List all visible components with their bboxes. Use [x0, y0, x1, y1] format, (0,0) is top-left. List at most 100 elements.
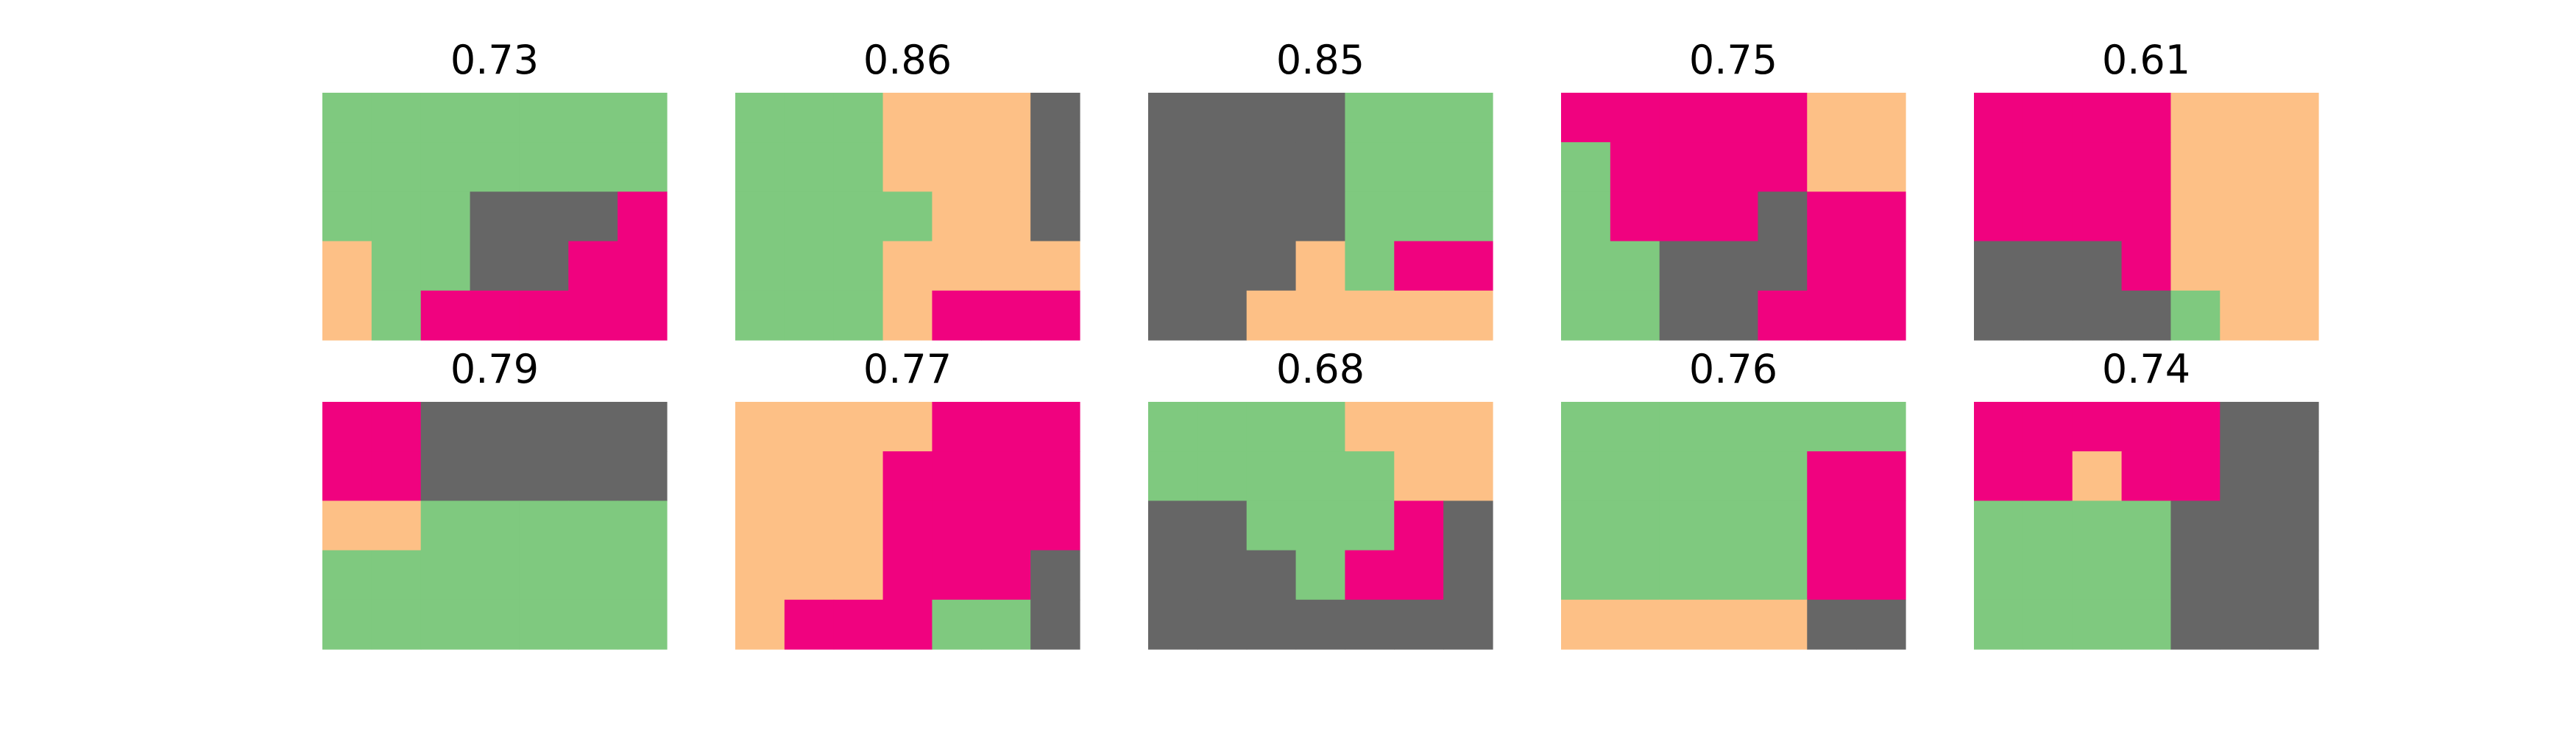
heatmap-cell: [1443, 290, 1493, 341]
heatmap-cell: [882, 142, 933, 192]
heatmap-cell: [784, 142, 835, 192]
heatmap-cell: [882, 191, 933, 242]
heatmap-cell: [735, 500, 785, 551]
heatmap-cell: [2170, 500, 2221, 551]
heatmap-cell: [1443, 402, 1493, 452]
heatmap-cell: [2121, 550, 2172, 601]
heatmap-cell: [1561, 550, 1611, 601]
heatmap-cell: [735, 599, 785, 650]
heatmap-cell: [1246, 599, 1297, 650]
heatmap-cell: [2220, 191, 2270, 242]
heatmap-cell: [1974, 599, 2024, 650]
heatmap-cell: [2121, 142, 2172, 192]
heatmap-cell: [618, 500, 668, 551]
heatmap-cell: [981, 93, 1031, 143]
heatmap-cell: [1708, 241, 1759, 291]
heatmap-cell: [1561, 599, 1611, 650]
heatmap-cell: [1758, 550, 1808, 601]
panel-title: 0.79: [450, 346, 539, 392]
heatmap-cell: [1610, 290, 1660, 341]
heatmap-cell: [2072, 191, 2123, 242]
heatmap-cell: [519, 290, 569, 341]
panel-title: 0.86: [863, 37, 952, 83]
heatmap-cell: [2269, 93, 2319, 143]
heatmap-cell: [1610, 142, 1660, 192]
heatmap-cell: [1807, 290, 1857, 341]
heatmap-cell: [882, 599, 933, 650]
heatmap-cell: [1394, 241, 1444, 291]
heatmap-cell: [618, 142, 668, 192]
heatmap-cell: [981, 241, 1031, 291]
heatmap-cell: [568, 290, 618, 341]
heatmap-cell: [420, 93, 471, 143]
heatmap-cell: [568, 500, 618, 551]
heatmap-cell: [1561, 142, 1611, 192]
heatmap-cell: [1030, 599, 1080, 650]
heatmap-cell: [1561, 451, 1611, 501]
heatmap-cell: [1443, 599, 1493, 650]
heatmap-cell: [2269, 241, 2319, 291]
heatmap-cell: [2170, 241, 2221, 291]
heatmap-cell: [833, 451, 884, 501]
heatmap-cell: [1345, 599, 1395, 650]
heatmap-cell: [1974, 290, 2024, 341]
heatmap-cell: [2170, 451, 2221, 501]
heatmap-cell: [1443, 550, 1493, 601]
heatmap-cell: [519, 599, 569, 650]
heatmap-cell: [1974, 550, 2024, 601]
heatmap-cell: [2072, 142, 2123, 192]
heatmap-cell: [1758, 500, 1808, 551]
heatmap-cell: [1659, 241, 1710, 291]
heatmap-cell: [1974, 402, 2024, 452]
heatmap-cell: [618, 241, 668, 291]
heatmap-cell: [1246, 142, 1297, 192]
heatmap-cell: [2170, 191, 2221, 242]
heatmap-cell: [1443, 451, 1493, 501]
heatmap-cell: [1197, 191, 1248, 242]
heatmap-cell: [932, 191, 982, 242]
heatmap-cell: [1295, 241, 1346, 291]
heatmap-cell: [784, 241, 835, 291]
heatmap-cell: [1295, 402, 1346, 452]
heatmap-cell: [1394, 451, 1444, 501]
heatmap-cell: [784, 402, 835, 452]
heatmap-cell: [735, 191, 785, 242]
heatmap-cell: [1030, 290, 1080, 341]
heatmap-cell: [1148, 402, 1198, 452]
heatmap-cell: [784, 191, 835, 242]
heatmap-cell: [568, 241, 618, 291]
heatmap-cell: [420, 142, 471, 192]
heatmap-cell: [1974, 93, 2024, 143]
heatmap-cell: [784, 93, 835, 143]
heatmap-cell: [2121, 599, 2172, 650]
heatmap-cell: [470, 142, 520, 192]
heatmap-cell: [1659, 451, 1710, 501]
heatmap-cell: [1758, 241, 1808, 291]
heatmap-cell: [1443, 191, 1493, 242]
heatmap-cell: [2220, 290, 2270, 341]
heatmap-cell: [1197, 451, 1248, 501]
heatmap-cell: [1758, 451, 1808, 501]
heatmap-cell: [1345, 451, 1395, 501]
heatmap-cell: [1394, 290, 1444, 341]
heatmap-cell: [2269, 451, 2319, 501]
heatmap-cell: [1197, 142, 1248, 192]
heatmap-cell: [981, 191, 1031, 242]
heatmap-cell: [618, 550, 668, 601]
heatmap-cell: [1659, 500, 1710, 551]
heatmap-cell: [981, 550, 1031, 601]
panel-9: 0.76: [1561, 346, 1906, 650]
heatmap-cell: [2170, 93, 2221, 143]
heatmap-cell: [1345, 402, 1395, 452]
heatmap-cell: [932, 290, 982, 341]
heatmap-cell: [1561, 93, 1611, 143]
heatmap-cell: [2269, 402, 2319, 452]
heatmap-cell: [735, 93, 785, 143]
heatmap-cell: [371, 451, 422, 501]
heatmap-cell: [470, 191, 520, 242]
heatmap-cell: [371, 93, 422, 143]
heatmap-cell: [568, 599, 618, 650]
heatmap-cell: [981, 500, 1031, 551]
heatmap-cell: [420, 402, 471, 452]
heatmap-cell: [2269, 500, 2319, 551]
